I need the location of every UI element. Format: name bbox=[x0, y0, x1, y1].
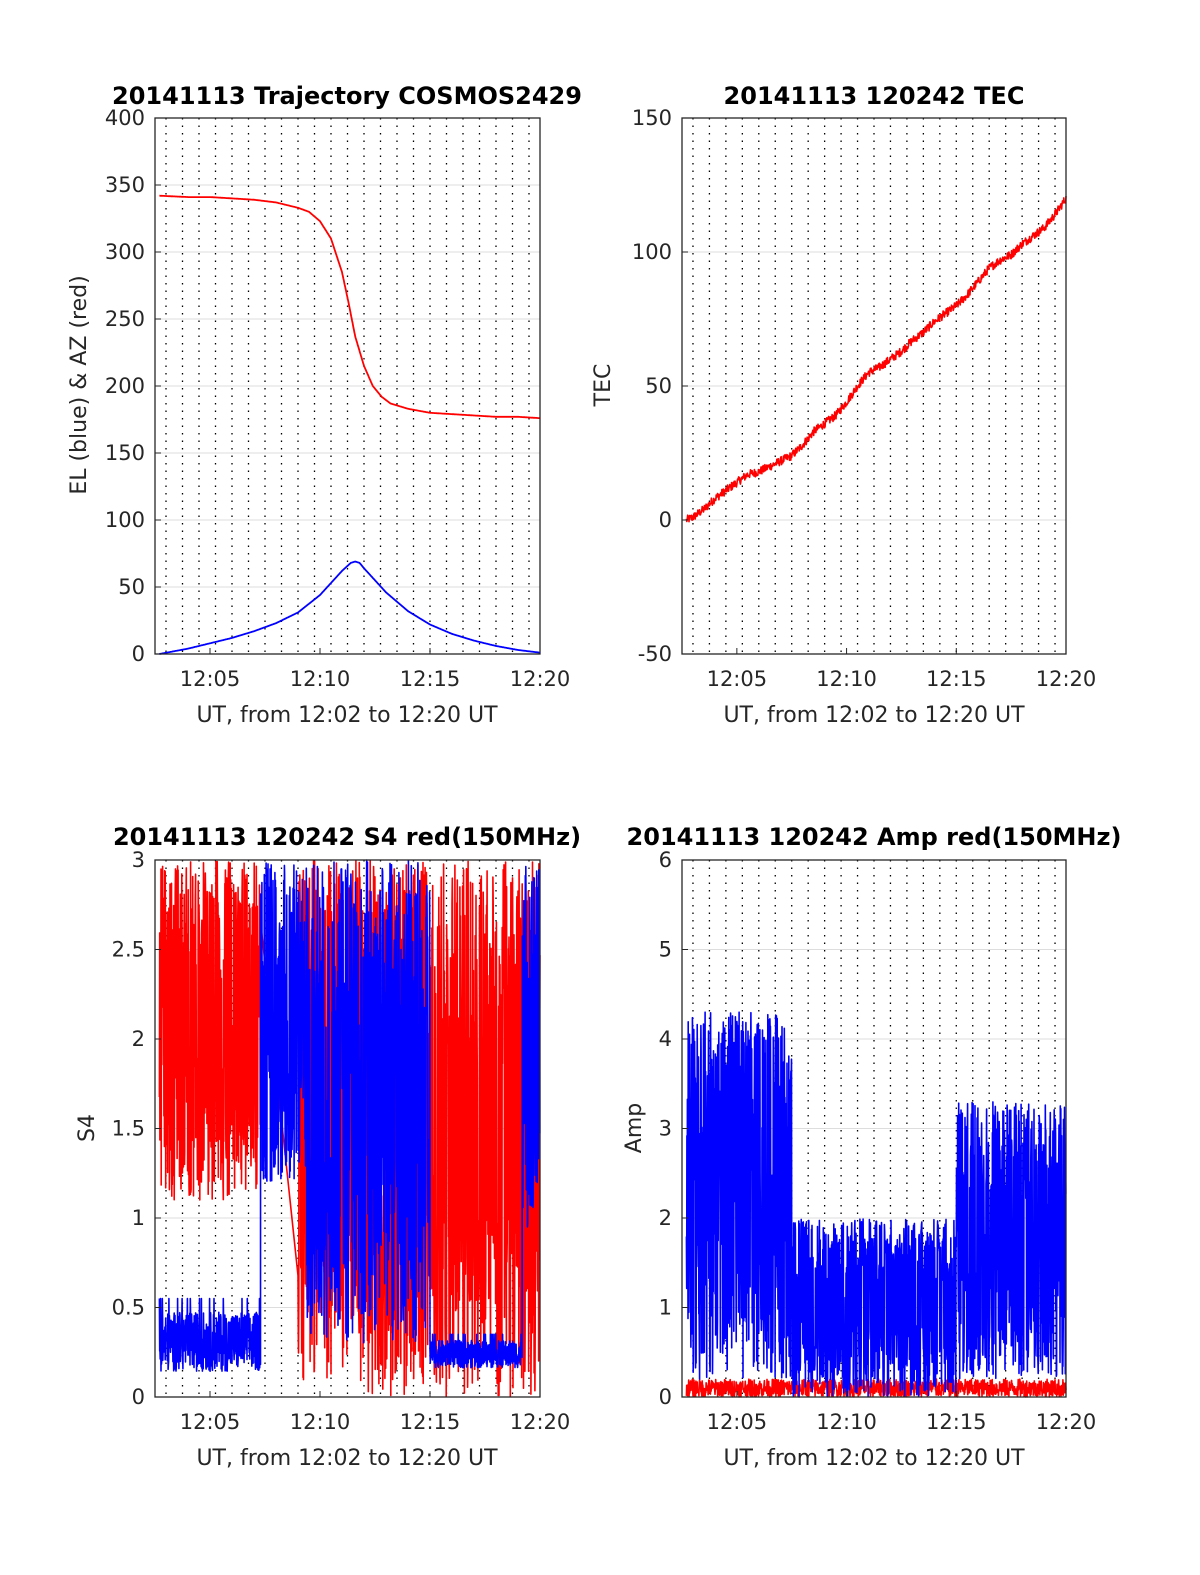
s4-xtick-label: 12:20 bbox=[510, 1410, 571, 1434]
amp-ytick-label: 1 bbox=[659, 1296, 672, 1320]
trajectory-ytick-label: 350 bbox=[105, 173, 145, 197]
trajectory-ytick-label: 200 bbox=[105, 374, 145, 398]
amp-series-blue bbox=[685, 1011, 1067, 1398]
amp-xtick-label: 12:15 bbox=[926, 1410, 987, 1434]
s4-ylabel: S4 bbox=[75, 1114, 100, 1142]
trajectory-xlabel: UT, from 12:02 to 12:20 UT bbox=[196, 703, 498, 728]
s4-xtick-label: 12:15 bbox=[400, 1410, 461, 1434]
s4-ytick-label: 0.5 bbox=[112, 1296, 145, 1320]
amp-ytick-label: 3 bbox=[659, 1117, 672, 1141]
amp-xtick-label: 12:05 bbox=[707, 1410, 768, 1434]
amp-series-red bbox=[685, 1378, 1067, 1398]
trajectory-ylabel: EL (blue) & AZ (red) bbox=[67, 275, 92, 494]
amp-xtick-label: 12:20 bbox=[1036, 1410, 1097, 1434]
s4-series-red bbox=[158, 859, 541, 1398]
trajectory-series-red bbox=[158, 194, 541, 420]
s4-series-blue bbox=[158, 859, 541, 1372]
trajectory-ytick-label: 300 bbox=[105, 240, 145, 264]
trajectory-xtick-label: 12:05 bbox=[180, 667, 241, 691]
amp-panel: 20141113 120242 Amp red(150MHz) UT, from… bbox=[622, 823, 1121, 1471]
s4-title: 20141113 120242 S4 red(150MHz) bbox=[113, 823, 581, 851]
trajectory-xtick-label: 12:10 bbox=[290, 667, 351, 691]
s4-xtick-label: 12:05 bbox=[180, 1410, 241, 1434]
trajectory-series-blue bbox=[158, 560, 541, 655]
trajectory-ytick-label: 50 bbox=[118, 575, 145, 599]
tec-ytick-label: 0 bbox=[659, 508, 672, 532]
tec-ytick-label: 150 bbox=[632, 106, 672, 130]
trajectory-ytick-label: 250 bbox=[105, 307, 145, 331]
trajectory-title: 20141113 Trajectory COSMOS2429 bbox=[112, 82, 582, 110]
tec-series-red bbox=[685, 195, 1067, 523]
s4-xlabel: UT, from 12:02 to 12:20 UT bbox=[196, 1446, 498, 1471]
s4-panel: 20141113 120242 S4 red(150MHz) UT, from … bbox=[75, 823, 581, 1471]
trajectory-panel: 20141113 Trajectory COSMOS2429 UT, from … bbox=[67, 82, 582, 728]
s4-ytick-label: 1 bbox=[132, 1206, 145, 1230]
s4-ytick-label: 2.5 bbox=[112, 938, 145, 962]
s4-xtick-label: 12:10 bbox=[290, 1410, 351, 1434]
tec-xtick-label: 12:05 bbox=[707, 667, 768, 691]
amp-title: 20141113 120242 Amp red(150MHz) bbox=[627, 823, 1122, 851]
s4-ytick-label: 3 bbox=[132, 848, 145, 872]
trajectory-xtick-label: 12:20 bbox=[510, 667, 571, 691]
trajectory-ytick-label: 0 bbox=[132, 642, 145, 666]
tec-ytick-label: 100 bbox=[632, 240, 672, 264]
amp-ytick-label: 6 bbox=[659, 848, 672, 872]
tec-ytick-label: -50 bbox=[638, 642, 672, 666]
tec-xtick-label: 12:20 bbox=[1036, 667, 1097, 691]
s4-ytick-label: 2 bbox=[132, 1027, 145, 1051]
amp-ytick-label: 4 bbox=[659, 1027, 672, 1051]
tec-panel: 20141113 120242 TEC UT, from 12:02 to 12… bbox=[591, 82, 1096, 728]
trajectory-ytick-label: 400 bbox=[105, 106, 145, 130]
amp-ytick-label: 5 bbox=[659, 938, 672, 962]
s4-ytick-label: 1.5 bbox=[112, 1117, 145, 1141]
tec-xlabel: UT, from 12:02 to 12:20 UT bbox=[723, 703, 1025, 728]
tec-xtick-label: 12:15 bbox=[926, 667, 987, 691]
tec-ylabel: TEC bbox=[591, 364, 616, 408]
s4-ytick-label: 0 bbox=[132, 1385, 145, 1409]
amp-ytick-label: 2 bbox=[659, 1206, 672, 1230]
amp-xtick-label: 12:10 bbox=[816, 1410, 877, 1434]
trajectory-xtick-label: 12:15 bbox=[400, 667, 461, 691]
tec-xtick-label: 12:10 bbox=[816, 667, 877, 691]
amp-ylabel: Amp bbox=[622, 1103, 647, 1153]
amp-xlabel: UT, from 12:02 to 12:20 UT bbox=[723, 1446, 1025, 1471]
trajectory-ytick-label: 100 bbox=[105, 508, 145, 532]
tec-ytick-label: 50 bbox=[645, 374, 672, 398]
tec-title: 20141113 120242 TEC bbox=[724, 82, 1025, 110]
amp-ytick-label: 0 bbox=[659, 1385, 672, 1409]
trajectory-ytick-label: 150 bbox=[105, 441, 145, 465]
